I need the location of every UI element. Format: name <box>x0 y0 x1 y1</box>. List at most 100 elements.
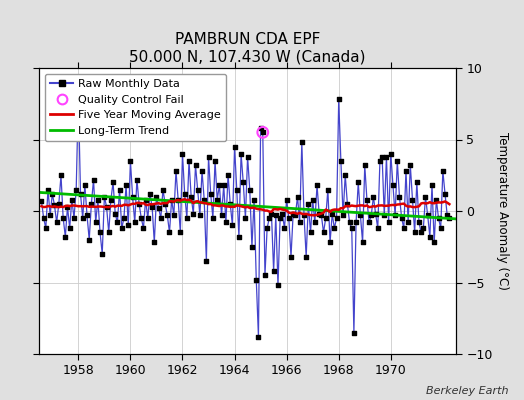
Point <box>37 198 46 204</box>
Point <box>271 212 280 218</box>
Point <box>157 215 165 221</box>
Point <box>317 212 325 218</box>
Point <box>81 182 89 188</box>
Point <box>141 196 150 203</box>
Point <box>89 176 97 183</box>
Y-axis label: Temperature Anomaly (°C): Temperature Anomaly (°C) <box>496 132 509 290</box>
Point <box>198 168 206 174</box>
Point <box>85 236 93 243</box>
Point <box>334 96 343 103</box>
Point <box>57 172 65 178</box>
Point <box>63 204 72 210</box>
Point <box>176 229 184 236</box>
Point <box>263 225 271 231</box>
Point <box>152 194 161 200</box>
Point <box>385 219 393 226</box>
Point <box>66 225 74 231</box>
Point <box>79 215 87 221</box>
Point <box>105 229 113 236</box>
Point <box>269 268 278 274</box>
Point <box>398 215 406 221</box>
Point <box>217 212 226 218</box>
Point <box>332 215 341 221</box>
Point <box>77 191 85 197</box>
Point <box>410 229 419 236</box>
Point <box>224 172 232 178</box>
Point <box>239 179 247 186</box>
Point <box>293 194 302 200</box>
Point <box>374 225 382 231</box>
Point <box>421 194 430 200</box>
Point <box>441 191 449 197</box>
Point <box>330 225 339 231</box>
Point <box>122 182 130 188</box>
Point <box>146 191 154 197</box>
Point <box>231 144 239 150</box>
Text: Berkeley Earth: Berkeley Earth <box>426 386 508 396</box>
Point <box>185 158 193 164</box>
Point <box>378 154 386 160</box>
Point <box>189 211 198 217</box>
Point <box>150 239 158 246</box>
Point <box>339 212 347 218</box>
Point <box>341 172 350 178</box>
Point <box>296 219 304 226</box>
Point <box>406 162 414 168</box>
Legend: Raw Monthly Data, Quality Control Fail, Five Year Moving Average, Long-Term Tren: Raw Monthly Data, Quality Control Fail, … <box>45 74 226 141</box>
Point <box>135 201 143 207</box>
Point <box>133 176 141 183</box>
Point <box>302 254 310 260</box>
Point <box>345 219 354 226</box>
Point <box>428 182 436 188</box>
Point <box>280 225 289 231</box>
Point <box>119 215 128 221</box>
Point <box>74 94 83 100</box>
Point <box>376 158 384 164</box>
Point <box>68 196 76 203</box>
Point <box>248 244 256 250</box>
Point <box>155 205 163 211</box>
Point <box>419 225 428 231</box>
Point <box>261 272 269 278</box>
Point <box>233 186 241 193</box>
Point <box>168 196 176 203</box>
Point <box>220 182 228 188</box>
Point <box>313 182 321 188</box>
Point <box>408 196 417 203</box>
Point <box>267 211 276 217</box>
Point <box>363 196 371 203</box>
Point <box>209 215 217 221</box>
Point <box>291 212 300 218</box>
Point <box>137 215 146 221</box>
Point <box>159 186 167 193</box>
Point <box>191 162 200 168</box>
Point <box>59 215 68 221</box>
Point <box>70 215 78 221</box>
Point <box>337 158 345 164</box>
Point <box>254 334 263 340</box>
Point <box>361 162 369 168</box>
Point <box>115 186 124 193</box>
Point <box>117 225 126 231</box>
Point <box>83 212 91 218</box>
Point <box>161 201 169 207</box>
Point <box>41 225 50 231</box>
Point <box>256 125 265 131</box>
Point <box>352 219 361 226</box>
Point <box>61 234 70 240</box>
Point <box>319 229 328 236</box>
Point <box>92 219 100 226</box>
Point <box>87 201 95 207</box>
Point <box>250 196 258 203</box>
Point <box>389 182 397 188</box>
Point <box>425 234 434 240</box>
Point <box>215 182 224 188</box>
Point <box>139 225 148 231</box>
Point <box>124 222 133 228</box>
Point <box>44 186 52 193</box>
Point <box>200 196 209 203</box>
Point <box>404 219 412 226</box>
Point <box>237 151 245 157</box>
Point <box>211 158 219 164</box>
Point <box>282 196 291 203</box>
